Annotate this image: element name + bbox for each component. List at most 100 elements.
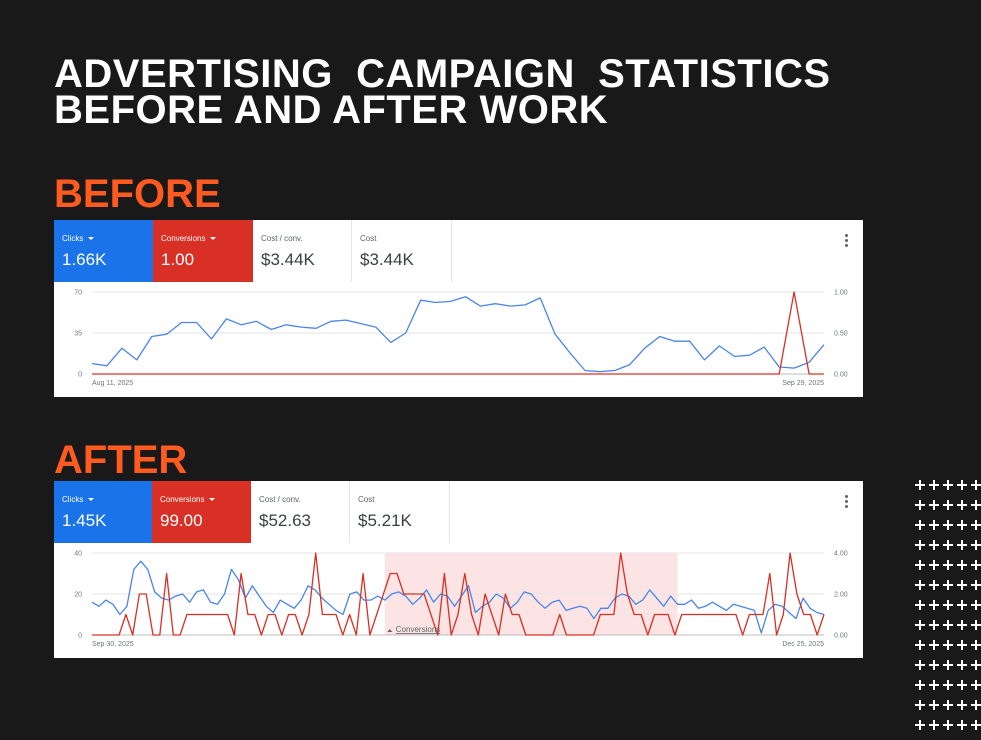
- plus-icon: [929, 640, 939, 650]
- plus-icon: [915, 660, 925, 670]
- plus-icon: [971, 540, 981, 550]
- before-card-clicks[interactable]: Clicks 1.66K: [54, 220, 153, 282]
- plus-icon: [915, 620, 925, 630]
- plus-icon: [957, 600, 967, 610]
- plus-icon: [915, 720, 925, 730]
- plus-icon: [943, 660, 953, 670]
- metric-value: $52.63: [259, 511, 311, 530]
- before-chart: 0 0.00 35 0.50 70 1.00 Aug 11, 2025 Sep 29, 202…: [74, 290, 848, 388]
- plus-icon: [957, 540, 967, 550]
- metric-value: 1.66K: [62, 250, 107, 269]
- plus-icon: [929, 560, 939, 570]
- more-options-icon[interactable]: [845, 234, 849, 247]
- plus-icon: [915, 540, 925, 550]
- title-line-1: ADVERTISING CAMPAIGN STATISTICS: [54, 52, 831, 96]
- plus-icon: [957, 480, 967, 490]
- plus-icon: [915, 520, 925, 530]
- after-panel: Clicks 1.45K Conversions 99.00 Cost / co…: [54, 481, 863, 658]
- metric-label: Clicks: [62, 233, 84, 243]
- metric-label: Clicks: [62, 494, 84, 504]
- y-right-tick-label: 0.00: [834, 633, 848, 640]
- metric-value: $3.44K: [261, 250, 315, 269]
- plus-icon: [971, 700, 981, 710]
- before-metric-cards: Clicks 1.66K Conversions 1.00 Cost / con…: [54, 220, 863, 282]
- plus-icon: [971, 480, 981, 490]
- series-line-clicks: [91, 296, 825, 373]
- y-right-tick-label: 4.00: [834, 551, 848, 558]
- plus-icon: [943, 640, 953, 650]
- plus-icon: [929, 540, 939, 550]
- after-chart: 0 0.00 20 2.00 40 4.00 Sep 30, 2025 Dec 25, 202…: [74, 551, 848, 649]
- plus-icon: [971, 560, 981, 570]
- plus-icon: [943, 680, 953, 690]
- metric-label: Conversions: [160, 494, 205, 504]
- x-start-label: Aug 11, 2025: [92, 380, 133, 387]
- plus-icon: [915, 500, 925, 510]
- plus-icon: [929, 700, 939, 710]
- plus-icon: [915, 560, 925, 570]
- plus-icon: [943, 480, 953, 490]
- plus-icon: [929, 720, 939, 730]
- plus-icon: [915, 580, 925, 590]
- plus-icon: [943, 560, 953, 570]
- y-left-tick-label: 0: [78, 633, 82, 640]
- after-card-cost-per-conv[interactable]: Cost / conv. $52.63: [251, 481, 350, 543]
- metric-label: Cost / conv.: [261, 233, 303, 243]
- before-card-cost[interactable]: Cost $3.44K: [352, 220, 452, 282]
- y-left-tick-label: 0: [78, 372, 82, 379]
- metric-label: Cost: [360, 233, 377, 243]
- after-card-conversions[interactable]: Conversions 99.00: [152, 481, 251, 543]
- plus-icon: [957, 700, 967, 710]
- plus-icon: [971, 640, 981, 650]
- more-options-icon[interactable]: [845, 495, 849, 508]
- plus-icon: [915, 600, 925, 610]
- plus-icon: [915, 700, 925, 710]
- plus-icon: [943, 700, 953, 710]
- x-end-label: Dec 25, 2025: [782, 641, 824, 648]
- metric-value: 1.00: [161, 250, 195, 269]
- plus-icon: [971, 580, 981, 590]
- plus-icon: [943, 520, 953, 530]
- after-card-clicks[interactable]: Clicks 1.45K: [54, 481, 152, 543]
- before-panel: Clicks 1.66K Conversions 1.00 Cost / con…: [54, 220, 863, 397]
- plus-icon: [971, 720, 981, 730]
- plus-icon: [971, 680, 981, 690]
- plus-icon: [957, 560, 967, 570]
- arrow-up-icon: [387, 629, 393, 632]
- plus-icon: [957, 500, 967, 510]
- plus-icon: [915, 480, 925, 490]
- series-line-conversions: [92, 552, 825, 636]
- metric-value: 99.00: [160, 511, 203, 530]
- y-left-tick-label: 35: [74, 331, 82, 338]
- plus-icon: [957, 580, 967, 590]
- plus-icon: [957, 680, 967, 690]
- metric-value: 1.45K: [62, 511, 107, 530]
- before-card-cost-per-conv[interactable]: Cost / conv. $3.44K: [253, 220, 352, 282]
- plus-icon: [929, 680, 939, 690]
- y-right-tick-label: 2.00: [834, 592, 848, 599]
- plus-icon: [943, 580, 953, 590]
- before-card-conversions[interactable]: Conversions 1.00: [153, 220, 253, 282]
- metric-value: $5.21K: [358, 511, 412, 530]
- plus-icon: [943, 540, 953, 550]
- plus-icon: [971, 500, 981, 510]
- metric-label: Cost: [358, 494, 375, 504]
- page-title: ADVERTISING CAMPAIGN STATISTICS BEFORE AN…: [54, 52, 831, 130]
- plus-icon: [929, 600, 939, 610]
- plus-icon: [957, 640, 967, 650]
- plus-icon: [971, 600, 981, 610]
- x-start-label: Sep 30, 2025: [92, 641, 134, 648]
- plus-icon: [971, 520, 981, 530]
- plus-icon: [915, 640, 925, 650]
- metric-label: Cost / conv.: [259, 494, 301, 504]
- plus-icon: [957, 520, 967, 530]
- y-left-tick-label: 70: [74, 290, 82, 297]
- after-card-cost[interactable]: Cost $5.21K: [350, 481, 450, 543]
- plus-icon: [957, 720, 967, 730]
- chevron-down-icon: [209, 497, 216, 501]
- chevron-down-icon: [88, 236, 95, 240]
- plus-icon: [971, 660, 981, 670]
- annotation-marker[interactable]: Conversions: [387, 625, 440, 634]
- plus-icon: [971, 620, 981, 630]
- y-right-tick-label: 0.50: [834, 331, 848, 338]
